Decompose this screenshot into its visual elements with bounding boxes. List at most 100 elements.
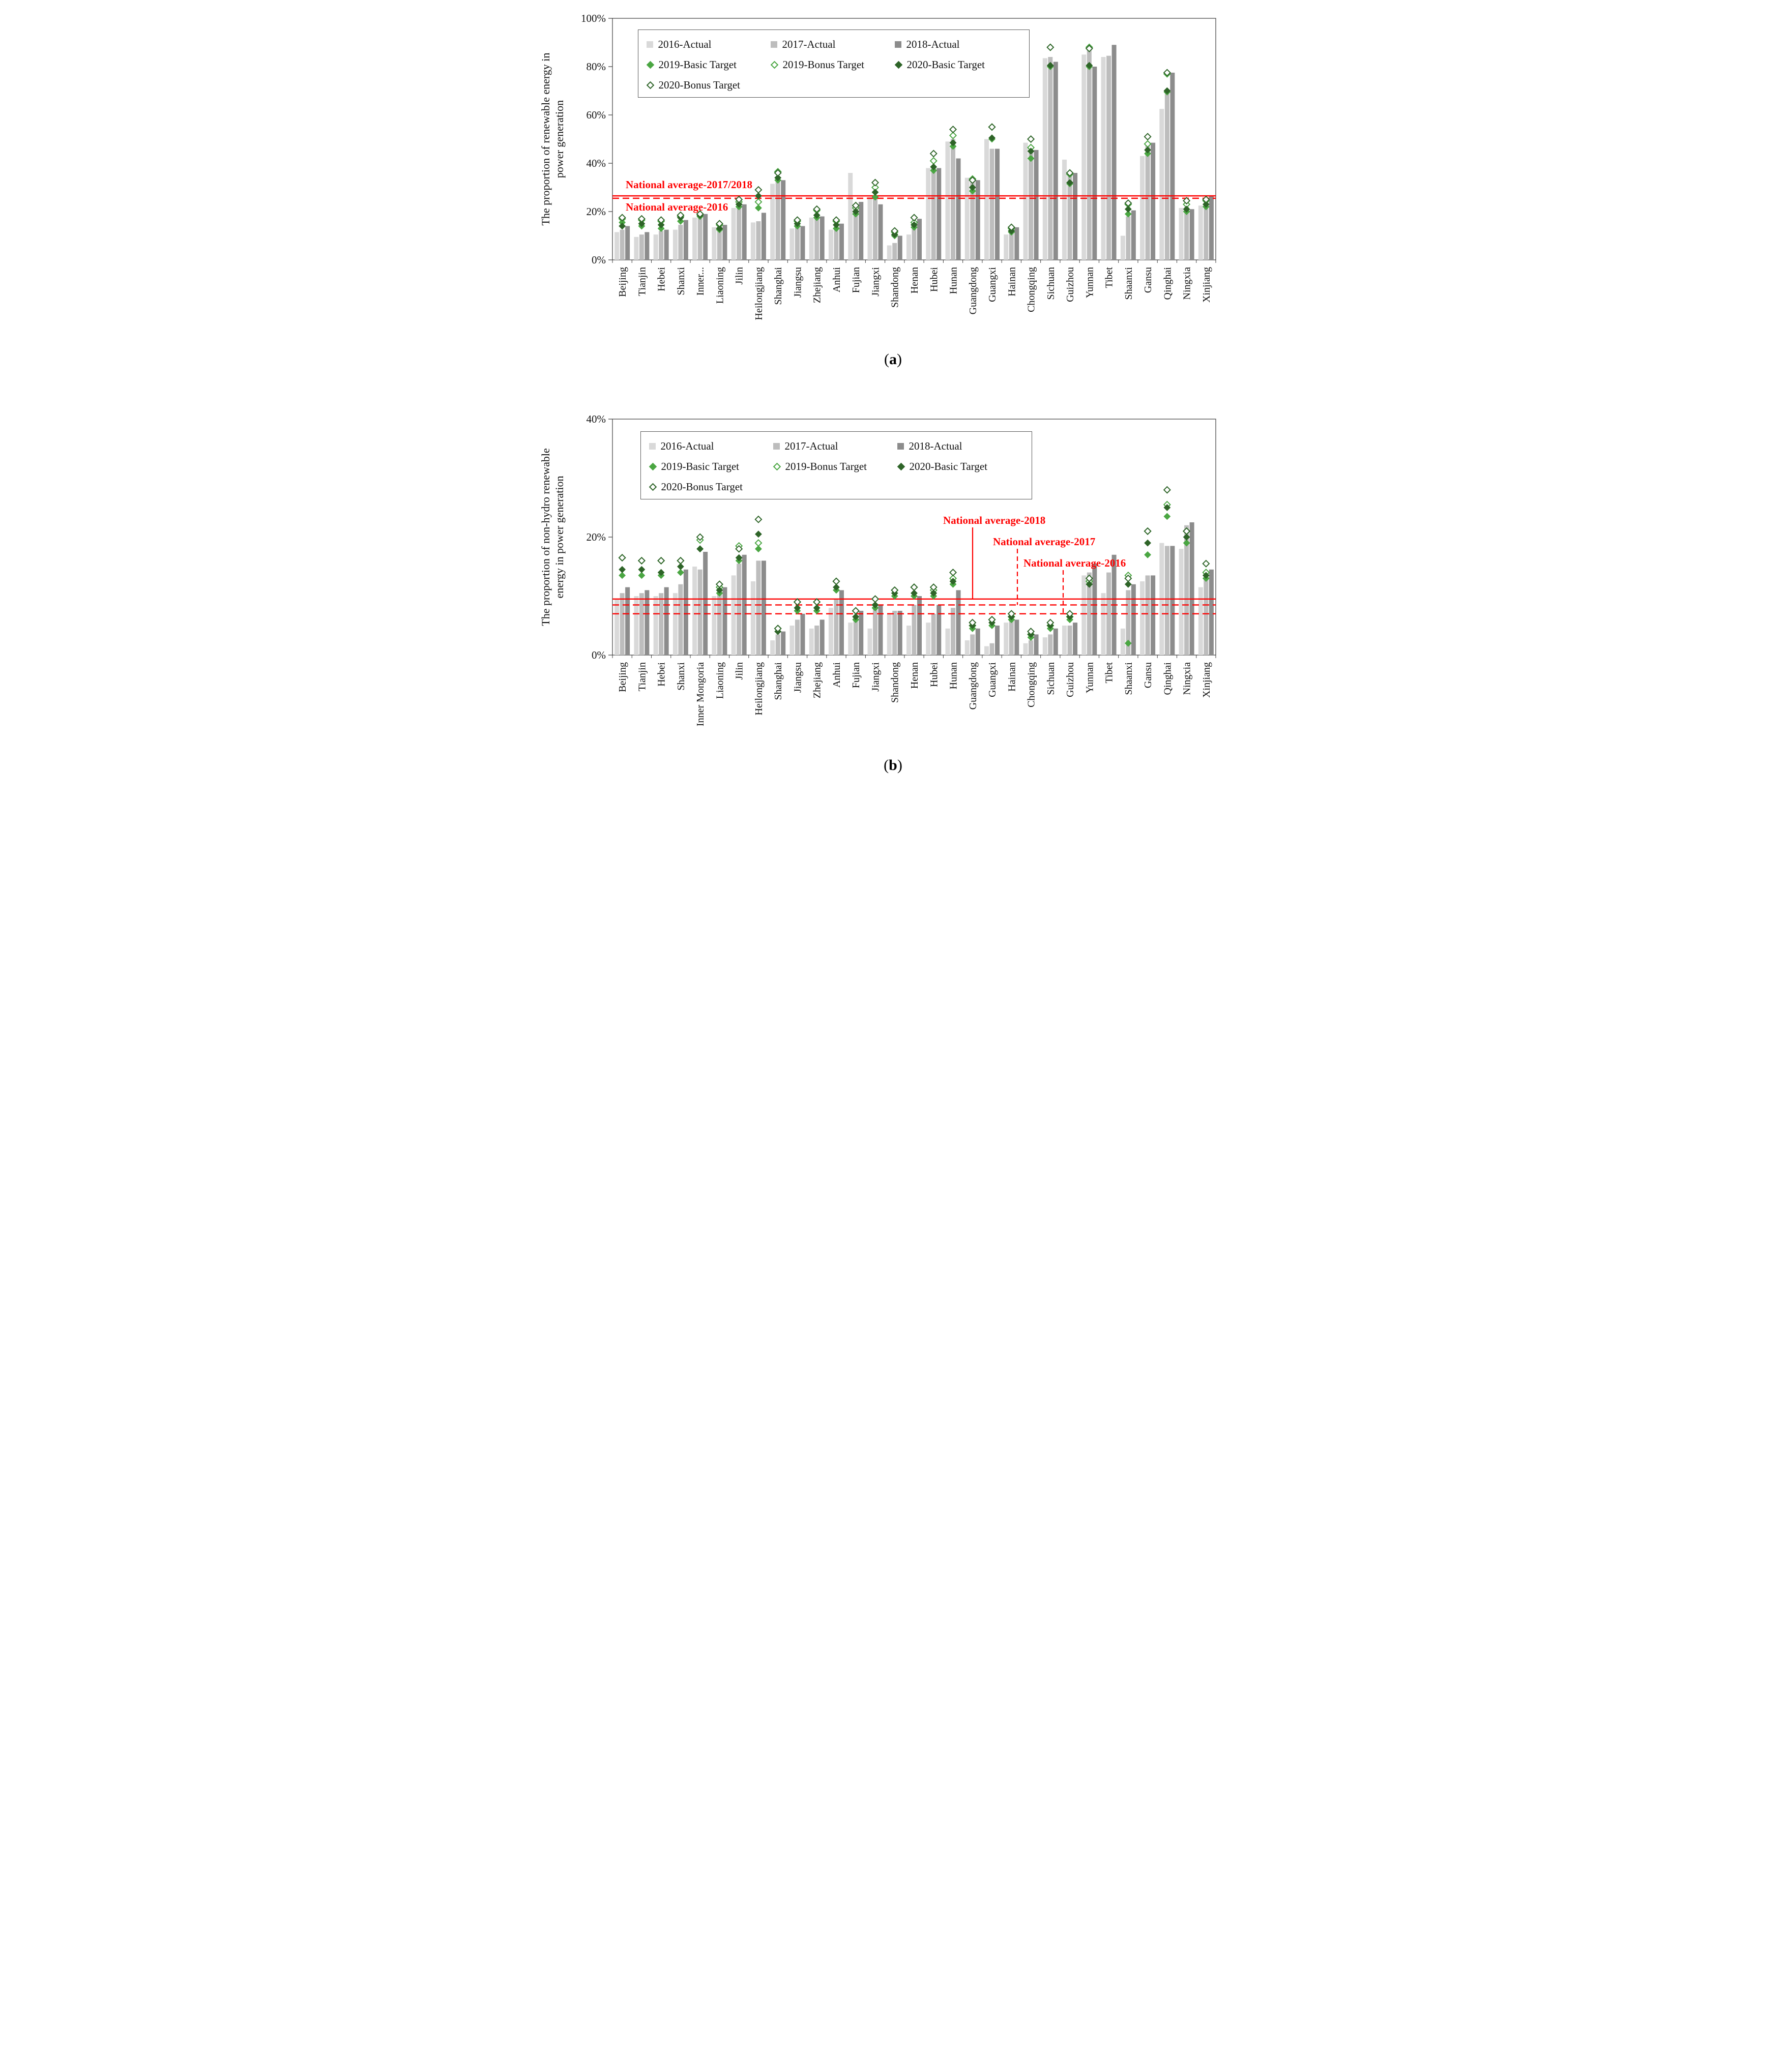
diamond-marker	[968, 618, 976, 627]
bar	[917, 219, 922, 260]
diamond-marker	[657, 216, 665, 224]
diamond-marker	[1144, 551, 1151, 558]
bar	[658, 593, 663, 655]
diamond-marker	[1163, 69, 1171, 77]
bar-swatch	[773, 442, 780, 450]
diamond-marker	[871, 601, 879, 609]
diamond-marker	[1124, 580, 1132, 588]
bar	[872, 198, 877, 260]
diamond-marker	[657, 221, 665, 229]
bar	[1131, 210, 1136, 260]
bar	[1028, 152, 1033, 260]
bar	[839, 590, 844, 655]
bar	[644, 590, 649, 655]
bar-swatch	[770, 41, 777, 48]
diamond-marker	[1144, 539, 1151, 547]
x-category-label: Xinjiang	[1201, 662, 1212, 698]
diamond-marker	[949, 131, 957, 139]
bar	[697, 215, 702, 260]
bar	[970, 179, 975, 260]
bar	[1053, 62, 1058, 260]
diamond-marker	[754, 204, 762, 212]
x-category-label: Jilin	[734, 267, 745, 284]
diamond-marker	[832, 216, 840, 224]
legend-a: 2016-Actual 2017-Actual 2018-Actual 2019-Ba…	[637, 29, 1030, 98]
markers-2020-bonus-target	[618, 43, 1210, 235]
bar	[872, 608, 877, 655]
x-category-label: Shanxi	[675, 662, 686, 691]
diamond-marker	[1027, 135, 1035, 143]
x-axis-ticks	[612, 260, 1216, 263]
diamond-marker	[1124, 210, 1132, 218]
x-category-label: Chongqing	[1026, 267, 1037, 312]
legend-label: 2019-Bonus Target	[782, 58, 865, 71]
bar	[742, 204, 747, 260]
x-category-label: Guangdong	[967, 662, 978, 709]
bars-2017-actual	[620, 525, 1208, 655]
diamond-marker	[1027, 147, 1034, 155]
bar	[1106, 55, 1111, 260]
bar	[653, 234, 658, 260]
legend-item: 2018-Actual	[894, 34, 1019, 54]
x-axis-ticks	[612, 655, 1216, 658]
x-axis-labels: Beijing Tianjin Hebei Shanxi Inner Mongoria L…	[617, 662, 1212, 727]
diamond-marker	[1046, 618, 1054, 627]
diamond-marker	[1183, 534, 1190, 541]
diamond-marker	[1046, 62, 1054, 69]
bar	[887, 245, 892, 260]
bars-2018-actual	[625, 522, 1214, 655]
x-category-label: Xinjiang	[1201, 267, 1212, 303]
bar	[755, 221, 760, 260]
caption-a: (a)	[884, 351, 902, 368]
diamond-marker	[618, 222, 626, 230]
x-category-label: Gansu	[1143, 662, 1154, 688]
bar	[956, 590, 961, 655]
diamond-marker	[871, 595, 879, 603]
bar	[614, 232, 619, 260]
diamond-marker	[910, 214, 918, 222]
bar	[1092, 564, 1097, 655]
bar	[819, 619, 825, 655]
bar	[683, 220, 688, 260]
bar	[984, 646, 989, 655]
bar	[697, 569, 702, 655]
diamond-marker	[1182, 527, 1190, 535]
bar	[892, 611, 897, 655]
diamond-marker	[716, 225, 723, 232]
bar	[702, 214, 708, 260]
legend-item: 2019-Bonus Target	[770, 54, 895, 75]
diamond-marker	[1202, 195, 1210, 203]
diamond-marker	[657, 225, 665, 232]
bar	[755, 560, 760, 655]
diamond-marker	[1007, 223, 1015, 231]
bar	[633, 596, 638, 655]
diamond-marker	[1144, 146, 1151, 154]
bars-2018-actual	[625, 45, 1214, 260]
diamond-marker	[735, 545, 743, 553]
bar	[664, 587, 669, 655]
diamond-marker	[1144, 527, 1152, 535]
x-category-label: Henan	[909, 267, 920, 293]
x-category-label: Zhejiang	[811, 267, 823, 303]
bar	[1014, 619, 1019, 655]
bar	[989, 643, 994, 655]
diamond-icon	[649, 462, 657, 470]
diamond-marker	[676, 556, 684, 565]
diamond-marker	[1163, 486, 1171, 494]
legend-label: 2020-Basic Target	[909, 460, 987, 472]
bar	[775, 634, 780, 655]
x-category-label: Jiangxi	[870, 662, 881, 692]
legend-item: 2018-Actual	[897, 436, 1021, 456]
bar	[1023, 643, 1028, 655]
diamond-marker	[1144, 150, 1151, 157]
diamond-marker	[1066, 169, 1074, 177]
bar	[761, 213, 766, 260]
bar	[1042, 637, 1047, 655]
legend-item: 2020-Bonus Target	[649, 477, 773, 497]
diamond-marker	[754, 192, 762, 200]
x-category-label: Shanxi	[675, 267, 686, 295]
national-average-label: National average-2016	[626, 201, 728, 213]
bar	[950, 608, 955, 655]
legend-item: 2020-Basic Target	[897, 456, 1021, 477]
y-tick-label: 80%	[586, 61, 606, 73]
